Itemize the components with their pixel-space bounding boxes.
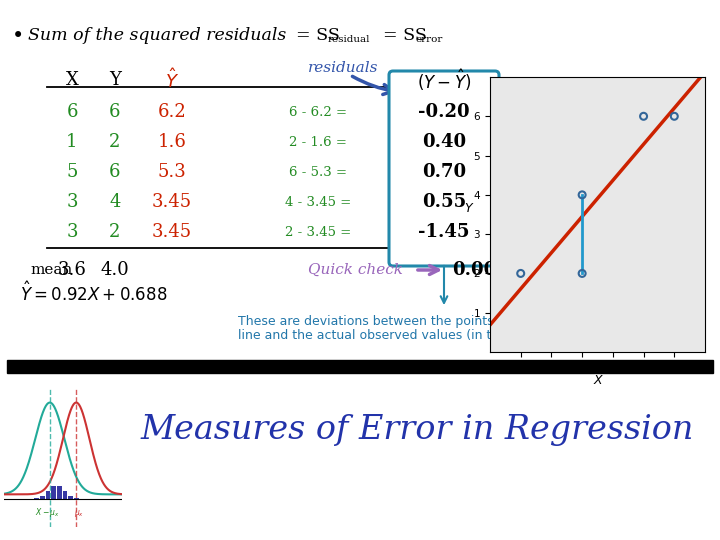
Text: -1.45: -1.45 xyxy=(418,223,469,241)
Text: Quick check: Quick check xyxy=(308,263,403,277)
Bar xyxy=(7,360,713,373)
Bar xyxy=(40,496,45,499)
Text: Measures of Error in Regression: Measures of Error in Regression xyxy=(140,414,693,446)
Text: 4 - 3.45 =: 4 - 3.45 = xyxy=(285,195,351,208)
Text: 1: 1 xyxy=(66,133,78,151)
Text: Y: Y xyxy=(109,71,121,89)
Text: 2 - 3.45 =: 2 - 3.45 = xyxy=(285,226,351,239)
Bar xyxy=(45,491,50,499)
Text: mean: mean xyxy=(30,263,72,277)
Point xyxy=(577,269,588,278)
Text: line and the actual observed values (in the Y direction): line and the actual observed values (in … xyxy=(238,329,582,342)
Text: = SS: = SS xyxy=(296,28,340,44)
Text: 0.70: 0.70 xyxy=(422,163,466,181)
Text: 3.45: 3.45 xyxy=(152,193,192,211)
FancyBboxPatch shape xyxy=(389,71,499,266)
Text: 6.2: 6.2 xyxy=(158,103,186,121)
Text: 6: 6 xyxy=(66,103,78,121)
Bar xyxy=(35,498,39,499)
Text: $X-\mu_x$: $X-\mu_x$ xyxy=(35,505,60,518)
Bar xyxy=(74,498,78,499)
Text: 2 - 1.6 =: 2 - 1.6 = xyxy=(289,136,347,148)
Bar xyxy=(57,486,61,499)
Bar xyxy=(51,486,56,499)
Text: 3.6: 3.6 xyxy=(58,261,86,279)
Text: 5: 5 xyxy=(66,163,78,181)
Text: residual: residual xyxy=(328,36,371,44)
Bar xyxy=(63,491,67,499)
Text: 3: 3 xyxy=(66,223,78,241)
Text: These are deviations between the points on the prediction: These are deviations between the points … xyxy=(238,315,605,328)
Text: 0.40: 0.40 xyxy=(422,133,466,151)
Text: 0.55: 0.55 xyxy=(422,193,466,211)
Text: -0.20: -0.20 xyxy=(418,103,470,121)
Bar xyxy=(68,496,73,499)
Text: error: error xyxy=(415,36,442,44)
Point xyxy=(515,269,526,278)
Text: $(Y - \hat{Y})$: $(Y - \hat{Y})$ xyxy=(417,67,471,93)
Text: residuals: residuals xyxy=(308,61,379,75)
Text: 5.3: 5.3 xyxy=(158,163,186,181)
Text: X: X xyxy=(66,71,78,89)
Text: 3.45: 3.45 xyxy=(152,223,192,241)
Text: 2: 2 xyxy=(109,133,121,151)
Text: 1.6: 1.6 xyxy=(158,133,186,151)
Text: $\hat{Y} = 0.92X + 0.688$: $\hat{Y} = 0.92X + 0.688$ xyxy=(20,281,168,305)
X-axis label: X: X xyxy=(593,375,602,388)
Text: = SS: = SS xyxy=(383,28,427,44)
Text: 6: 6 xyxy=(109,103,121,121)
Text: 2: 2 xyxy=(109,223,121,241)
Text: 4.0: 4.0 xyxy=(101,261,130,279)
Point xyxy=(577,191,588,199)
Text: •: • xyxy=(12,26,24,46)
Text: $\mu_x$: $\mu_x$ xyxy=(73,508,84,518)
Y-axis label: Y: Y xyxy=(464,201,472,214)
Text: 6: 6 xyxy=(109,163,121,181)
Text: 0.00: 0.00 xyxy=(452,261,496,279)
Text: 6 - 6.2 =: 6 - 6.2 = xyxy=(289,105,347,118)
Text: 3: 3 xyxy=(66,193,78,211)
Text: 6 - 5.3 =: 6 - 5.3 = xyxy=(289,165,347,179)
Point xyxy=(669,112,680,120)
Text: $\hat{Y}$: $\hat{Y}$ xyxy=(165,68,179,92)
Text: 4: 4 xyxy=(109,193,121,211)
Text: Sum of the squared residuals: Sum of the squared residuals xyxy=(28,28,287,44)
Point xyxy=(638,112,649,120)
